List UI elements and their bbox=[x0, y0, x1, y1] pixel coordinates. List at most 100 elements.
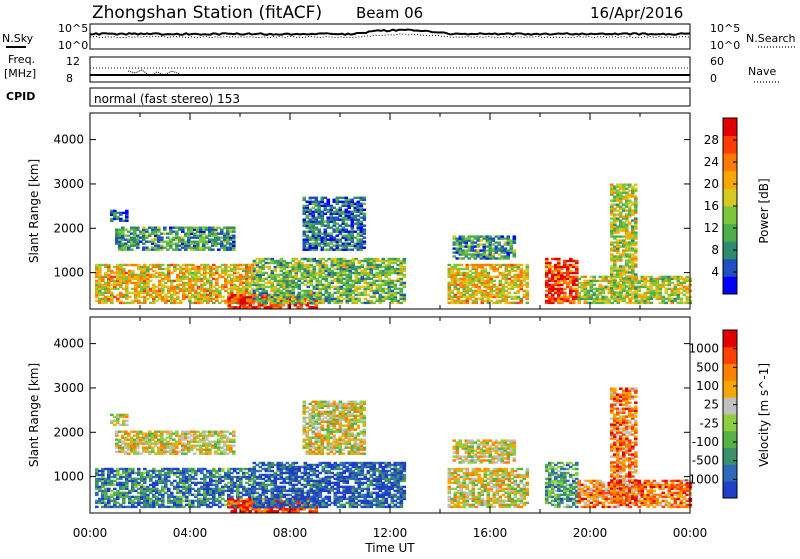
data-cell bbox=[303, 197, 307, 199]
data-cell bbox=[593, 276, 597, 278]
data-cell bbox=[563, 292, 567, 294]
freq-tick-bottom: 8 bbox=[66, 72, 73, 85]
data-cell bbox=[634, 241, 638, 243]
data-cell bbox=[526, 302, 530, 304]
data-cell bbox=[394, 284, 398, 286]
ytick-label: 3000 bbox=[53, 177, 84, 191]
data-cell bbox=[403, 294, 407, 296]
data-cell bbox=[557, 258, 561, 260]
data-cell bbox=[526, 290, 530, 292]
freq-frame bbox=[90, 57, 690, 82]
nsky-panel: N.Sky 10^5 10^0 10^5 10^0 N.Search bbox=[2, 22, 796, 52]
nsearch-tick-top: 10^5 bbox=[710, 22, 740, 35]
data-cell bbox=[157, 227, 161, 229]
data-cell bbox=[194, 478, 198, 480]
data-cell bbox=[167, 488, 171, 490]
ytick-label: 2000 bbox=[53, 221, 84, 235]
data-cell bbox=[613, 277, 617, 279]
data-cell bbox=[315, 197, 319, 199]
data-cell bbox=[493, 280, 497, 282]
data-cell bbox=[110, 292, 114, 294]
data-cell bbox=[403, 274, 407, 276]
data-cell bbox=[403, 266, 407, 268]
data-cell bbox=[526, 264, 530, 266]
data-cell bbox=[230, 496, 234, 498]
data-cell bbox=[460, 264, 464, 266]
data-cell bbox=[508, 292, 512, 294]
data-cell bbox=[634, 263, 638, 265]
colorbar-tick-label: 8 bbox=[711, 243, 719, 257]
data-cell bbox=[128, 296, 132, 298]
data-cell bbox=[507, 235, 511, 237]
colorbar-segment bbox=[723, 206, 737, 224]
data-cell bbox=[136, 227, 140, 229]
beam-label: Beam 06 bbox=[356, 4, 423, 22]
data-cell bbox=[363, 229, 367, 231]
cpid-text: normal (fast stereo) 153 bbox=[94, 92, 240, 106]
nsky-label: N.Sky bbox=[2, 32, 34, 45]
data-cell bbox=[403, 282, 407, 284]
data-cell bbox=[363, 213, 367, 215]
data-cell bbox=[634, 255, 638, 257]
colorbar-segment bbox=[723, 136, 737, 154]
data-cell bbox=[363, 203, 367, 205]
colorbar-tick-label: 28 bbox=[704, 133, 719, 147]
colorbar-tick-label: 12 bbox=[704, 221, 719, 235]
data-cell bbox=[650, 302, 654, 304]
data-cell bbox=[634, 273, 638, 275]
date-label: 16/Apr/2016 bbox=[590, 4, 683, 22]
data-cell bbox=[634, 217, 638, 219]
power-colorbar-label: Power [dB] bbox=[757, 178, 771, 243]
data-cell bbox=[231, 300, 235, 302]
station-title: Zhongshan Station (fitACF) bbox=[92, 3, 322, 23]
data-cell bbox=[520, 264, 524, 266]
data-cell bbox=[403, 258, 407, 260]
nave-tick-top: 60 bbox=[710, 55, 724, 68]
data-cell bbox=[513, 249, 517, 251]
data-cell bbox=[130, 249, 134, 251]
data-cell bbox=[363, 247, 367, 249]
data-cell bbox=[137, 468, 141, 470]
data-cell bbox=[634, 231, 638, 233]
data-cell bbox=[363, 209, 367, 211]
data-cell bbox=[282, 304, 286, 306]
data-cell bbox=[160, 237, 164, 239]
ytick-label: 1000 bbox=[53, 266, 84, 280]
colorbar-segment bbox=[723, 188, 737, 206]
data-cell bbox=[265, 290, 269, 292]
data-cell bbox=[548, 262, 552, 264]
data-cell bbox=[634, 188, 638, 190]
data-cell bbox=[634, 196, 638, 198]
data-cell bbox=[232, 227, 236, 229]
data-cell bbox=[363, 241, 367, 243]
data-cell bbox=[680, 298, 684, 300]
power-ylabel: Slant Range [km] bbox=[27, 159, 41, 263]
freq-panel: Freq. [MHz] 12 8 60 0 Nave bbox=[4, 53, 780, 85]
nsky-tick-top: 10^5 bbox=[58, 22, 88, 35]
data-cell bbox=[131, 468, 135, 470]
cpid-row: CPID normal (fast stereo) 153 bbox=[6, 88, 690, 106]
data-cell bbox=[221, 468, 225, 470]
data-cell bbox=[634, 247, 638, 249]
freq-unit: [MHz] bbox=[4, 67, 36, 80]
ytick-label: 4000 bbox=[53, 133, 84, 147]
colorbar-segment bbox=[723, 224, 737, 242]
data-cell bbox=[163, 227, 167, 229]
data-cell bbox=[498, 241, 502, 243]
data-cell bbox=[616, 281, 620, 283]
data-cell bbox=[361, 264, 365, 266]
data-cell bbox=[125, 210, 129, 212]
data-cell bbox=[176, 296, 180, 298]
data-cell bbox=[327, 199, 331, 201]
colorbar-tick-label: 16 bbox=[704, 199, 719, 213]
data-cell bbox=[484, 268, 488, 270]
data-cell bbox=[221, 296, 225, 298]
nsky-trace bbox=[90, 30, 690, 35]
data-cell bbox=[358, 298, 362, 300]
data-cell bbox=[211, 249, 215, 251]
nsky-tick-bottom: 10^0 bbox=[58, 39, 88, 52]
data-cell bbox=[634, 287, 638, 289]
